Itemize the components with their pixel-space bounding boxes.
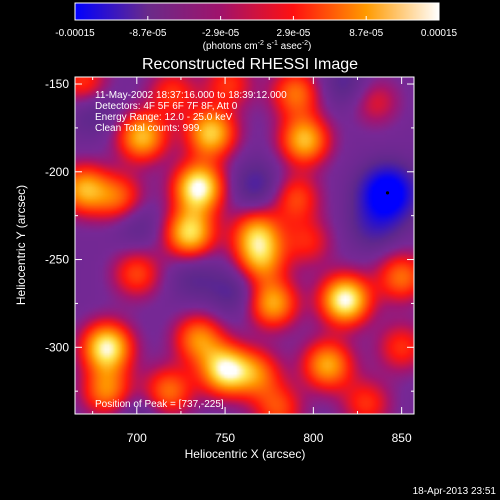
x-axis-label: Heliocentric X (arcsec) (185, 447, 306, 461)
timestamp: 18-Apr-2013 23:51 (413, 486, 497, 497)
info-text-block: 11-May-2002 18:37:16.000 to 18:39:12.000… (95, 90, 287, 134)
colorbar-tick-label: -8.7e-05 (129, 28, 167, 39)
axis-ticks: 700 750 800 850 -150 -200 -250 -300 (45, 77, 414, 445)
colorbar-tick-label: 2.9e-05 (276, 28, 310, 39)
x-tick-label: 850 (392, 431, 412, 445)
x-tick-label: 750 (215, 431, 235, 445)
heatmap-image (75, 77, 414, 414)
minimum-marker (385, 191, 390, 195)
colorbar-tick-label: 8.7e-05 (349, 28, 383, 39)
x-tick-label: 700 (127, 431, 147, 445)
colorbar-tick-label: -2.9e-05 (202, 28, 240, 39)
x-tick-label: 800 (303, 431, 323, 445)
info-line: 11-May-2002 18:37:16.000 to 18:39:12.000 (95, 90, 287, 101)
info-line: Clean Total counts: 999. (95, 123, 202, 134)
peak-position-text: Position of Peak = [737,-225] (95, 399, 224, 410)
y-tick-label: -300 (45, 340, 69, 354)
y-tick-label: -200 (45, 165, 69, 179)
colorbar-units-label: (photons cm-2 s-1 asec-2) (203, 40, 312, 52)
colorbar-ticks: -0.00015 -8.7e-05 -2.9e-05 2.9e-05 8.7e-05 0.… (55, 16, 458, 39)
y-axis-label: Heliocentric Y (arcsec) (14, 185, 28, 305)
colorbar (74, 2, 440, 21)
y-tick-label: -250 (45, 253, 69, 267)
colorbar-tick-label: 0.00015 (421, 28, 458, 39)
y-tick-label: -150 (45, 77, 69, 91)
info-line: Detectors: 4F 5F 6F 7F 8F, Att 0 (95, 101, 238, 112)
chart-title: Reconstructed RHESSI Image (142, 56, 358, 73)
plot-frame (74, 76, 415, 415)
colorbar-tick-label: -0.00015 (55, 28, 95, 39)
info-line: Energy Range: 12.0 - 25.0 keV (95, 112, 233, 123)
